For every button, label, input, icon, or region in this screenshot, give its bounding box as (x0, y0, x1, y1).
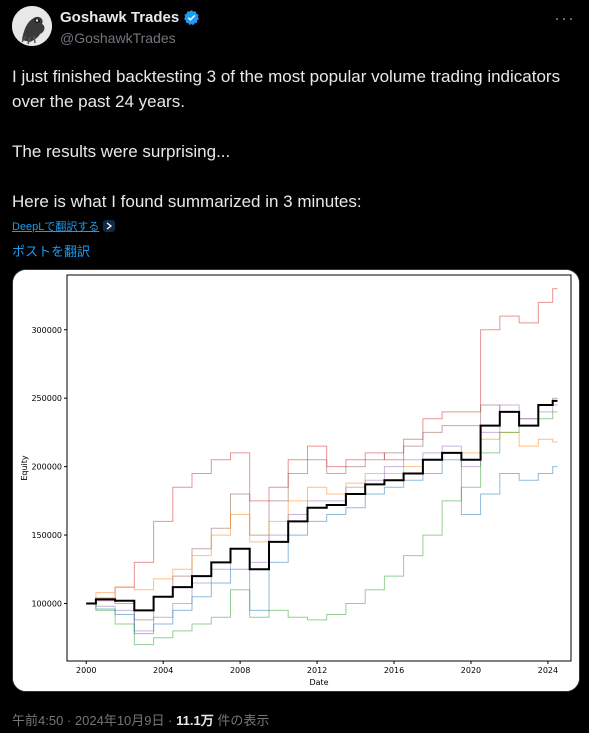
separator: · (66, 713, 72, 728)
y-tick-label: 100000 (31, 600, 62, 609)
y-tick-label: 250000 (31, 394, 62, 403)
deepl-translate-link[interactable]: DeepLで翻訳する (12, 218, 116, 234)
y-tick-label: 300000 (31, 326, 62, 335)
series-line-5 (86, 459, 558, 635)
x-tick-label: 2012 (307, 666, 327, 675)
x-tick-label: 2008 (230, 666, 250, 675)
series-line-4 (86, 404, 558, 632)
post-line-1: I just finished backtesting 3 of the mos… (12, 67, 561, 111)
series-line-1 (86, 288, 558, 604)
series-line-3 (86, 431, 558, 604)
x-axis-label: Date (309, 678, 328, 687)
x-tick-label: 2024 (538, 666, 558, 675)
plot-frame (66, 274, 572, 662)
series-line-6 (86, 411, 558, 646)
y-tick-label: 200000 (31, 463, 62, 472)
x-tick-label: 2016 (384, 666, 404, 675)
post-date[interactable]: 2024年10月9日 (74, 713, 165, 728)
post-meta: 午前4:50 · 2024年10月9日 · 11.1万 件の表示 (12, 710, 269, 729)
verified-badge-icon (184, 10, 200, 26)
x-tick-label: 2004 (153, 666, 173, 675)
post-time[interactable]: 午前4:50 (12, 713, 64, 728)
goshawk-avatar-icon (12, 6, 52, 46)
separator: · (168, 713, 173, 728)
x-tick-label: 2020 (461, 666, 481, 675)
translate-post-link[interactable]: ポストを翻訳 (12, 244, 91, 259)
chart-image[interactable]: 2000 2004 2008 2012 2016 2020 2024 100000 15000… (12, 269, 580, 692)
post-text: I just finished backtesting 3 of the mos… (12, 64, 582, 214)
more-options-icon[interactable]: ··· (554, 8, 575, 28)
author-handle[interactable]: @GoshawkTrades (60, 30, 176, 46)
author-name[interactable]: Goshawk Trades (60, 9, 200, 26)
view-count-suffix: 件の表示 (217, 713, 270, 728)
post-line-2: The results were surprising... (12, 142, 231, 161)
y-axis-label: Equity (20, 455, 29, 481)
x-tick-label: 2000 (76, 666, 96, 675)
avatar[interactable] (12, 6, 52, 46)
deepl-logo-icon (103, 220, 116, 232)
post-line-3: Here is what I found summarized in 3 min… (12, 192, 362, 211)
equity-chart: 2000 2004 2008 2012 2016 2020 2024 100000 15000… (13, 270, 579, 691)
view-count: 11.1万 (176, 713, 214, 728)
series-line-7 (86, 399, 558, 612)
y-tick-label: 150000 (31, 531, 62, 540)
